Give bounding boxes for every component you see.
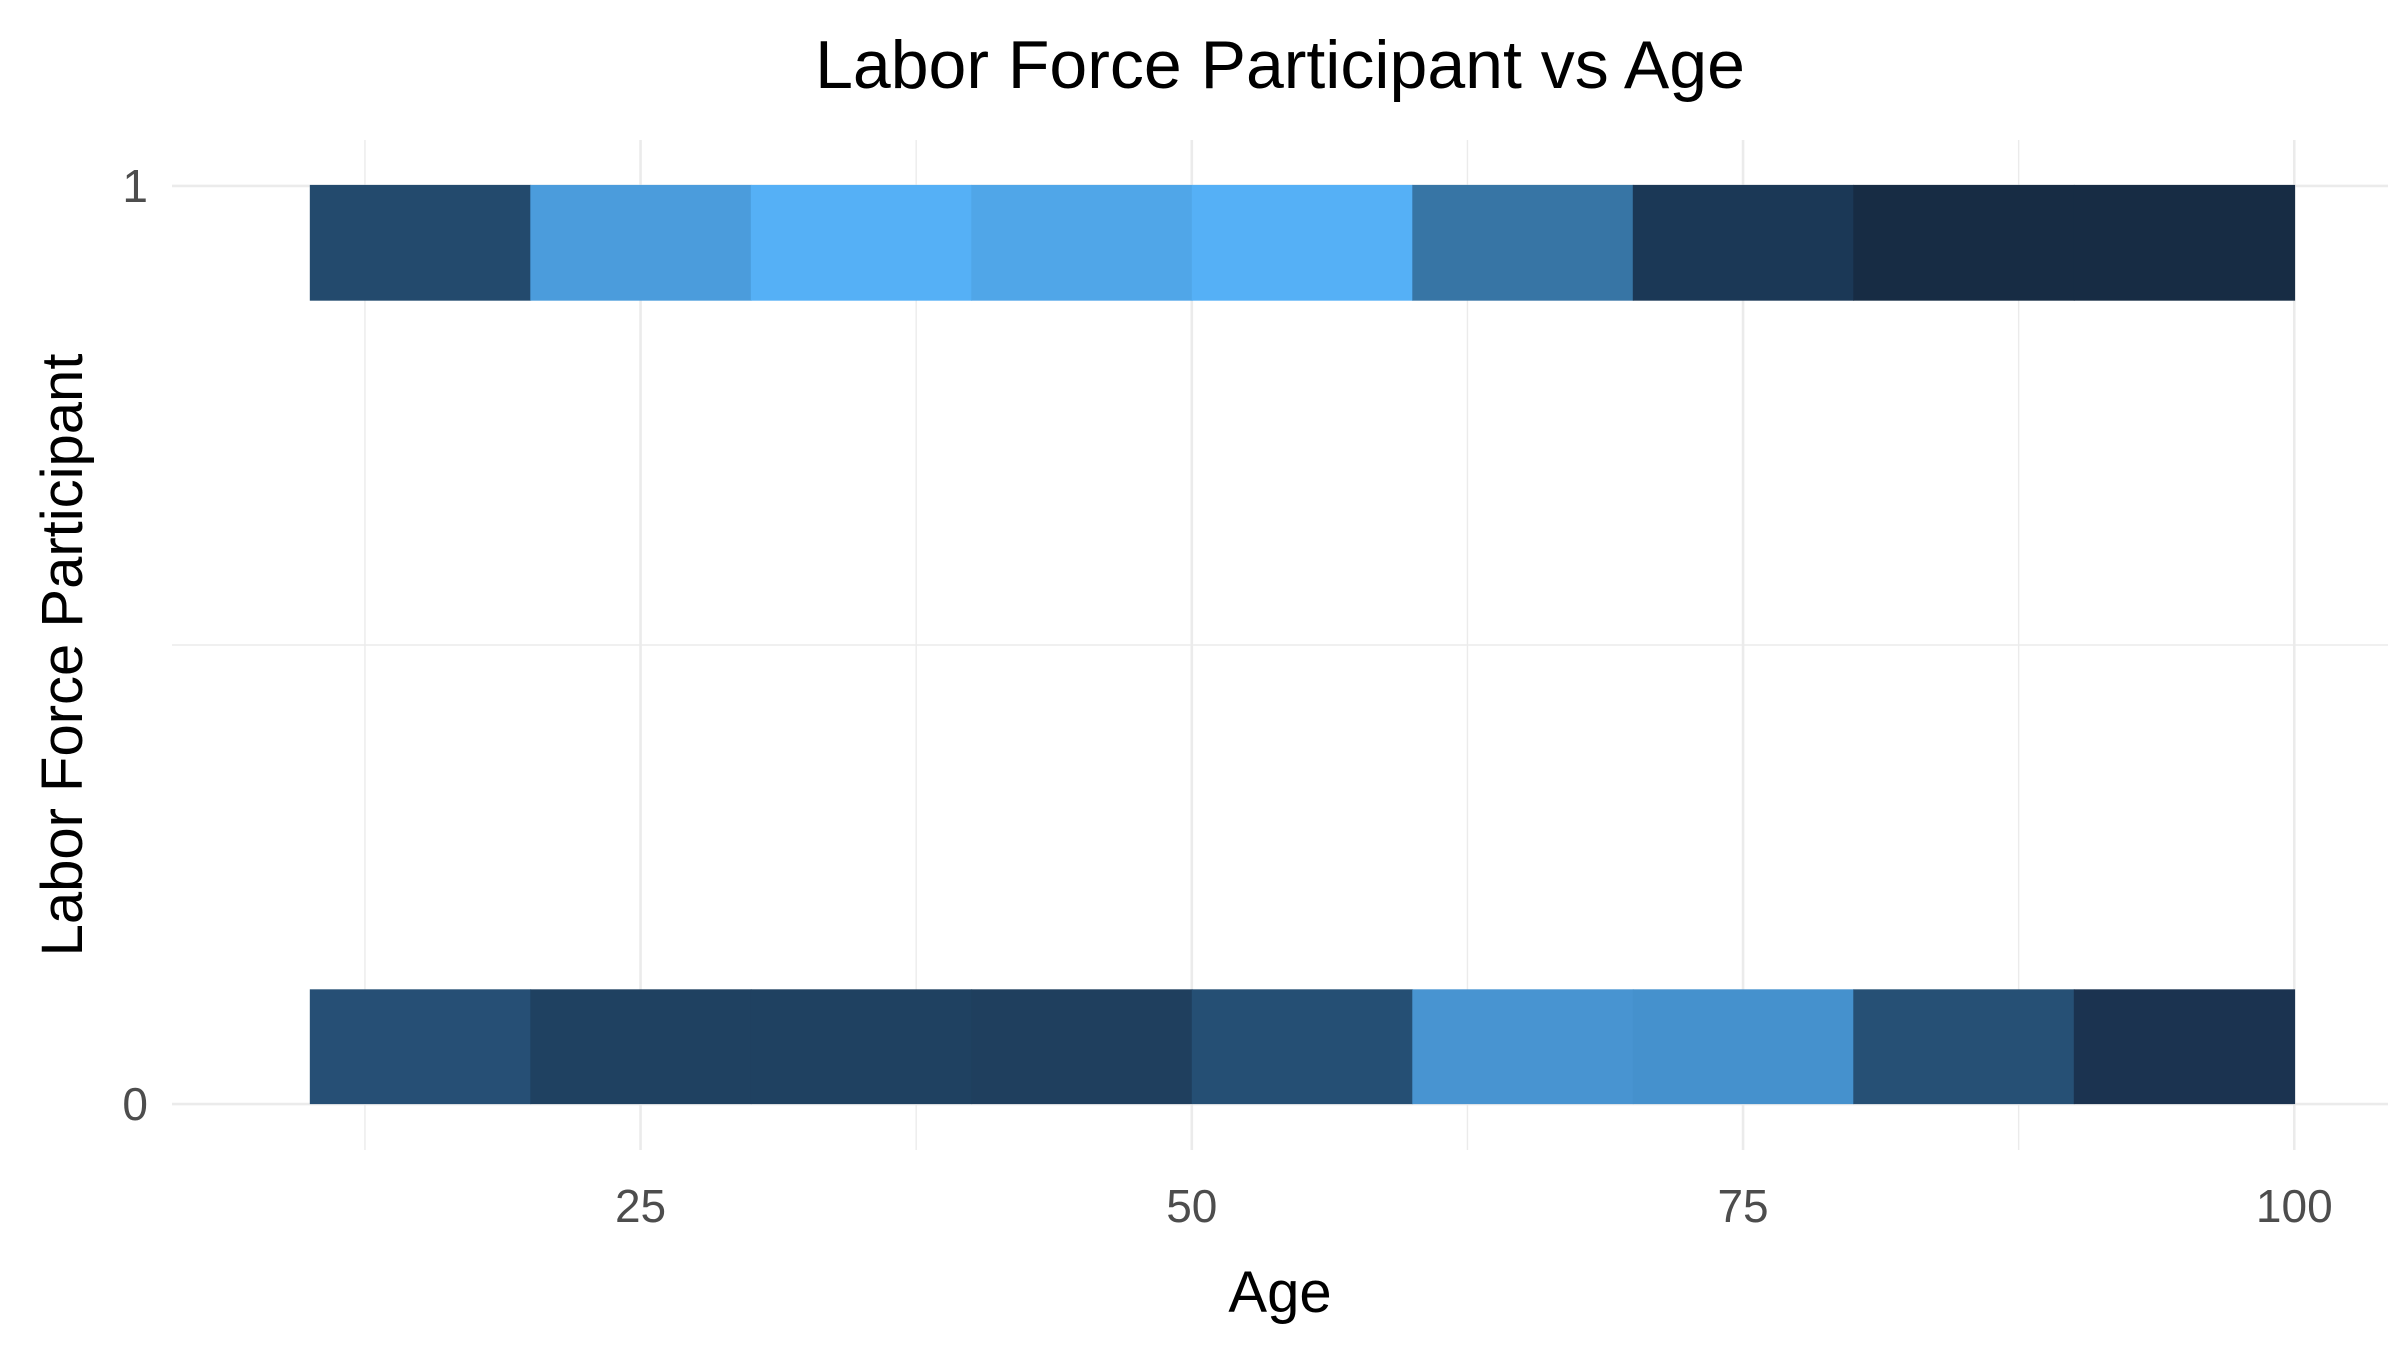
heatmap-tile (1632, 989, 1855, 1105)
heatmap-tile (2073, 989, 2296, 1105)
y-tick-label: 1 (122, 160, 148, 212)
heatmap-tile (750, 184, 973, 301)
axis-layer: 25 50 75 100 0 1 (122, 160, 2332, 1232)
heatmap-tile (309, 184, 532, 301)
heatmap-tile (1853, 989, 2075, 1105)
chart-title: Labor Force Participant vs Age (815, 27, 1745, 103)
heatmap-tile (971, 184, 1193, 301)
x-tick-label: 50 (1166, 1180, 1217, 1232)
heatmap-tile (530, 184, 752, 301)
heatmap-tile (309, 989, 532, 1105)
x-tick-label: 25 (615, 1180, 666, 1232)
x-tick-label: 75 (1717, 1180, 1768, 1232)
y-axis-title: Labor Force Participant (30, 354, 95, 957)
heatmap-tile (1412, 184, 1634, 301)
x-axis-title: Age (1228, 1260, 1331, 1325)
tile-layer (309, 184, 2296, 1105)
heatmap-tile (1632, 184, 1855, 301)
heatmap-tile (1191, 989, 1414, 1105)
heatmap-tile (1412, 989, 1634, 1105)
x-tick-label: 100 (2256, 1180, 2333, 1232)
heatmap-tile (1191, 184, 1414, 301)
heatmap-tile (530, 989, 752, 1105)
y-tick-label: 0 (122, 1078, 148, 1130)
heatmap-tile (750, 989, 973, 1105)
heatmap-tile (2073, 184, 2296, 301)
heatmap-tile (971, 989, 1193, 1105)
heatmap-tile (1853, 184, 2075, 301)
